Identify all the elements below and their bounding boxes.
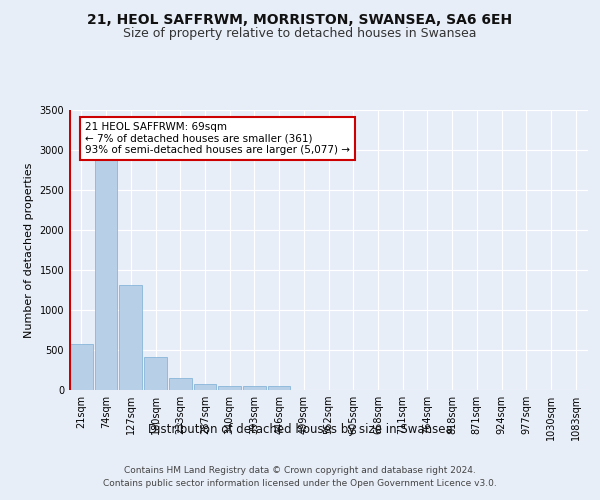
Bar: [144, 357, 167, 390]
Text: Size of property relative to detached houses in Swansea: Size of property relative to detached ho…: [123, 28, 477, 40]
Bar: [95, 156, 118, 390]
Bar: [169, 378, 191, 390]
Text: Distribution of detached houses by size in Swansea: Distribution of detached houses by size …: [148, 422, 452, 436]
Bar: [119, 285, 142, 390]
Text: 21, HEOL SAFFRWM, MORRISTON, SWANSEA, SA6 6EH: 21, HEOL SAFFRWM, MORRISTON, SWANSEA, SA…: [88, 12, 512, 26]
Y-axis label: Number of detached properties: Number of detached properties: [24, 162, 34, 338]
Text: 21 HEOL SAFFRWM: 69sqm
← 7% of detached houses are smaller (361)
93% of semi-det: 21 HEOL SAFFRWM: 69sqm ← 7% of detached …: [85, 122, 350, 155]
Bar: [268, 386, 290, 390]
Bar: [70, 344, 93, 390]
Bar: [243, 386, 266, 390]
Bar: [218, 386, 241, 390]
Text: Contains public sector information licensed under the Open Government Licence v3: Contains public sector information licen…: [103, 479, 497, 488]
Bar: [194, 384, 216, 390]
Text: Contains HM Land Registry data © Crown copyright and database right 2024.: Contains HM Land Registry data © Crown c…: [124, 466, 476, 475]
